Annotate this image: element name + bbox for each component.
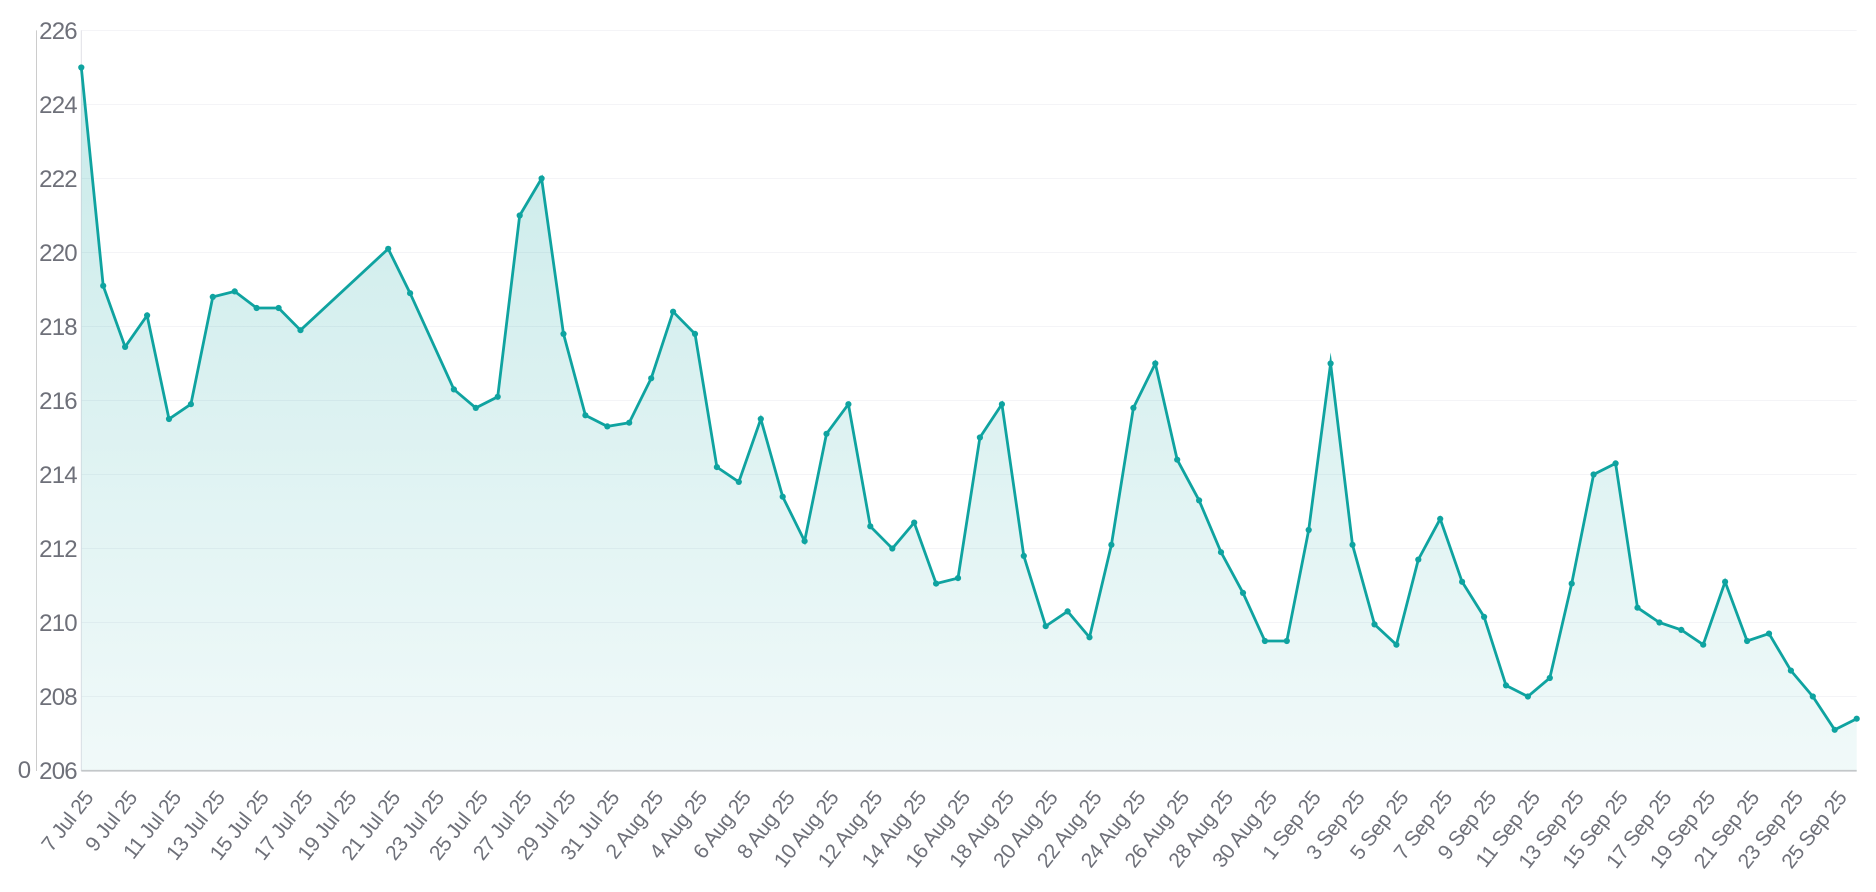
svg-text:216: 216 (39, 388, 77, 415)
svg-text:210: 210 (39, 610, 77, 637)
svg-text:212: 212 (39, 536, 77, 563)
svg-text:0: 0 (18, 757, 31, 784)
svg-text:224: 224 (39, 92, 77, 119)
svg-text:208: 208 (39, 684, 77, 711)
svg-text:220: 220 (39, 240, 77, 267)
svg-text:214: 214 (39, 462, 77, 489)
svg-text:222: 222 (39, 166, 77, 193)
svg-text:218: 218 (39, 314, 77, 341)
svg-text:226: 226 (39, 18, 77, 45)
svg-text:206: 206 (39, 758, 77, 785)
